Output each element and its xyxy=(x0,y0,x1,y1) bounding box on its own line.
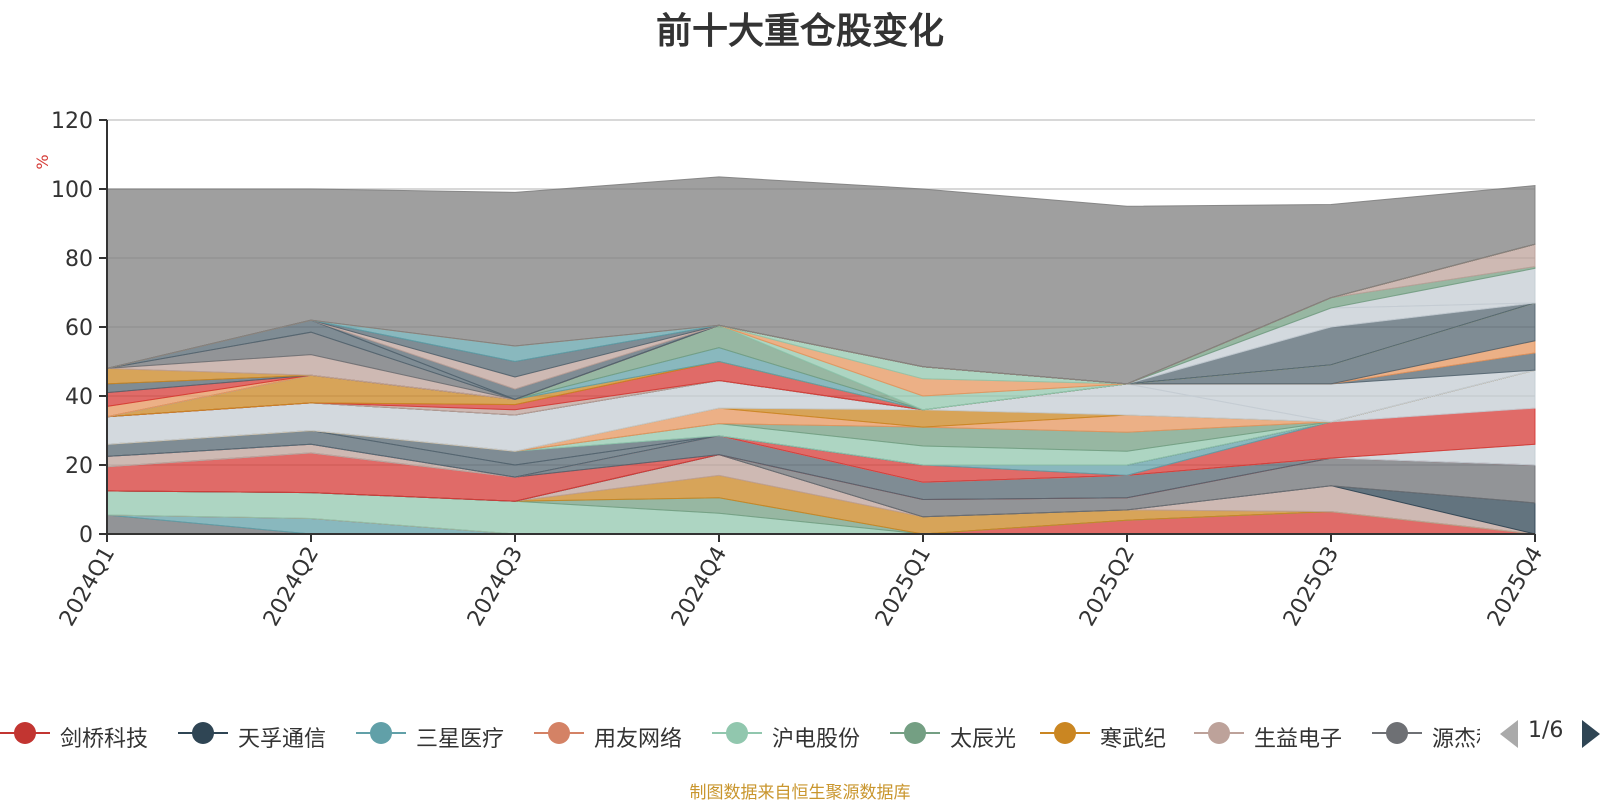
legend-next-page-button[interactable] xyxy=(1582,720,1600,748)
legend-label: 源杰科技 xyxy=(1432,727,1480,752)
y-tick-label: 0 xyxy=(79,523,93,548)
y-tick-label: 40 xyxy=(65,385,93,410)
legend-prev-page-button[interactable] xyxy=(1500,720,1518,748)
data-source-note: 制图数据来自恒生聚源数据库 xyxy=(689,783,911,803)
area-series xyxy=(106,176,1536,385)
legend-label: 三星医疗 xyxy=(416,727,505,752)
x-tick-label: 2025Q2 xyxy=(1075,543,1140,631)
x-tick-label: 2024Q1 xyxy=(55,543,120,631)
legend-label: 天孚通信 xyxy=(238,727,327,752)
x-tick-label: 2024Q3 xyxy=(463,543,528,631)
y-tick-label: 60 xyxy=(65,316,93,341)
chart-title: 前十大重仓股变化 xyxy=(655,11,944,52)
legend-label: 寒武纪 xyxy=(1100,727,1167,752)
legend-marker-icon xyxy=(1372,722,1422,744)
legend-item[interactable]: 源杰科技 xyxy=(1372,717,1480,752)
legend-marker-icon xyxy=(356,722,406,744)
legend-item[interactable]: 三星医疗 xyxy=(356,717,536,752)
y-tick-label: 20 xyxy=(65,454,93,479)
y-tick-label: 80 xyxy=(65,247,93,272)
y-tick-label: 120 xyxy=(51,109,93,134)
legend-marker-icon xyxy=(890,722,940,744)
legend-item[interactable]: 生益电子 xyxy=(1194,717,1374,752)
legend-marker-icon xyxy=(178,722,228,744)
legend-marker-icon xyxy=(534,722,584,744)
legend-label: 太辰光 xyxy=(950,727,1017,752)
x-tick-label: 2025Q4 xyxy=(1483,543,1548,631)
x-tick-label: 2025Q1 xyxy=(871,543,936,631)
legend-marker-icon xyxy=(0,722,50,744)
y-tick-label: 100 xyxy=(51,178,93,203)
legend-label: 剑桥科技 xyxy=(60,727,149,752)
legend-item[interactable]: 沪电股份 xyxy=(712,717,892,752)
legend-item[interactable]: 寒武纪 xyxy=(1040,717,1220,752)
legend-marker-icon xyxy=(1194,722,1244,744)
legend-marker-icon xyxy=(1040,722,1090,744)
x-tick-label: 2024Q2 xyxy=(259,543,324,631)
legend-item[interactable]: 太辰光 xyxy=(890,717,1070,752)
legend-page-indicator: 1/6 xyxy=(1528,718,1564,743)
x-tick-label: 2024Q4 xyxy=(667,543,732,631)
legend-item[interactable]: 用友网络 xyxy=(534,717,714,752)
area-series-layer xyxy=(106,176,1536,535)
legend-label: 生益电子 xyxy=(1254,727,1343,752)
legend-item[interactable]: 天孚通信 xyxy=(178,717,358,752)
legend-label: 沪电股份 xyxy=(772,727,861,752)
legend-label: 用友网络 xyxy=(594,727,683,752)
legend-marker-icon xyxy=(712,722,762,744)
legend-item[interactable]: 剑桥科技 xyxy=(0,717,180,752)
legend: 剑桥科技 天孚通信 三星医疗 用友网络 沪电股份 太辰光 寒武纪 生益电子 源杰科技 xyxy=(0,700,1480,760)
y-axis-unit-label: % xyxy=(33,154,52,169)
x-tick-label: 2025Q3 xyxy=(1279,543,1344,631)
